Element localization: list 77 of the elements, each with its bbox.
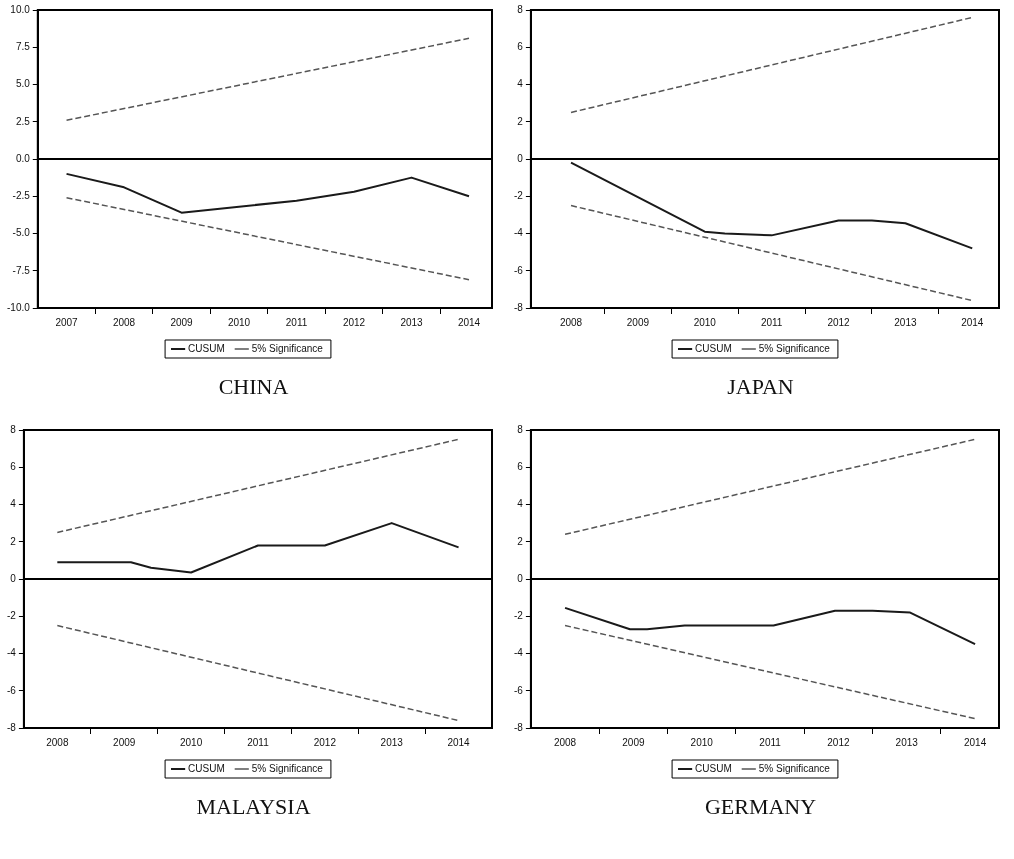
y-tick-label: 8 xyxy=(517,3,524,15)
y-tick-label: 0 xyxy=(517,152,524,164)
y-tick-label: 6 xyxy=(10,461,17,472)
x-tick-label: 2014 xyxy=(963,736,987,748)
legend-label: CUSUM xyxy=(188,762,225,774)
y-tick-label: 8 xyxy=(10,423,17,435)
x-tick-label: 2013 xyxy=(894,316,917,328)
y-tick-label: 4 xyxy=(517,78,524,90)
y-tick-label: -10.0 xyxy=(7,301,31,313)
x-tick-label: 2013 xyxy=(400,316,424,328)
y-tick-label: 4 xyxy=(517,498,524,510)
x-tick-label: 2009 xyxy=(622,736,645,748)
y-tick-label: -4 xyxy=(513,227,524,239)
legend-label: 5% Significance xyxy=(251,762,324,774)
x-tick-label: 2011 xyxy=(285,316,308,328)
y-tick-label: 2 xyxy=(10,535,17,547)
x-tick-label: 2008 xyxy=(46,736,69,748)
y-tick-label: 4 xyxy=(10,498,17,510)
x-tick-label: 2012 xyxy=(827,736,850,748)
y-tick-label: -7.5 xyxy=(12,264,31,276)
y-tick-label: -6 xyxy=(513,264,524,276)
y-tick-label: 5.0 xyxy=(15,78,31,90)
x-tick-label: 2010 xyxy=(179,736,203,748)
x-tick-label: 2009 xyxy=(626,316,650,328)
x-tick-label: 2010 xyxy=(690,736,714,748)
y-tick-label: 6 xyxy=(517,41,524,52)
x-tick-label: 2008 xyxy=(553,736,577,748)
y-tick-label: 0 xyxy=(517,572,524,584)
y-tick-label: 0 xyxy=(10,572,17,584)
x-tick-label: 2010 xyxy=(693,316,717,328)
y-tick-label: 6 xyxy=(517,461,524,472)
legend-label: CUSUM xyxy=(695,342,732,354)
x-tick-label: 2012 xyxy=(313,736,337,748)
y-tick-label: -5.0 xyxy=(12,227,31,239)
y-tick-label: -2 xyxy=(6,610,17,621)
x-tick-label: 2013 xyxy=(380,736,404,748)
legend-label: 5% Significance xyxy=(758,762,831,774)
x-tick-label: 2013 xyxy=(895,736,919,748)
legend-label: 5% Significance xyxy=(758,342,831,354)
x-tick-label: 2011 xyxy=(759,736,782,748)
x-tick-label: 2012 xyxy=(827,316,851,328)
y-tick-label: -6 xyxy=(513,684,524,696)
y-tick-label: 7.5 xyxy=(15,41,31,52)
x-tick-label: 2011 xyxy=(760,316,783,328)
y-tick-label: 2.5 xyxy=(15,115,31,127)
y-tick-label: 8 xyxy=(517,423,524,435)
legend-label: CUSUM xyxy=(695,762,732,774)
y-tick-label: -8 xyxy=(513,721,524,733)
x-tick-label: 2010 xyxy=(227,316,251,328)
x-tick-label: 2009 xyxy=(170,316,194,328)
x-tick-label: 2009 xyxy=(113,736,136,748)
x-tick-label: 2014 xyxy=(447,736,471,748)
y-tick-label: -6 xyxy=(6,684,17,696)
legend-label: 5% Significance xyxy=(251,342,324,354)
y-tick-label: -4 xyxy=(513,647,524,659)
legend-label: CUSUM xyxy=(188,342,225,354)
x-tick-label: 2007 xyxy=(55,316,79,328)
x-tick-label: 2014 xyxy=(961,316,984,328)
x-tick-label: 2014 xyxy=(457,316,481,328)
x-tick-label: 2011 xyxy=(247,736,270,748)
y-tick-label: -2 xyxy=(513,610,524,621)
x-tick-label: 2008 xyxy=(559,316,583,328)
y-tick-label: 2 xyxy=(517,535,524,547)
y-tick-label: -4 xyxy=(6,647,17,659)
text: GERMANY xyxy=(703,794,818,820)
x-tick-label: 2008 xyxy=(112,316,136,328)
text: MALAYSIA xyxy=(195,794,312,820)
text: CHINA xyxy=(217,374,290,400)
y-tick-label: 2 xyxy=(517,115,524,127)
x-tick-label: 2012 xyxy=(342,316,366,328)
y-tick-label: 10.0 xyxy=(10,3,31,15)
y-tick-label: 0.0 xyxy=(15,152,31,164)
text: JAPAN xyxy=(726,374,795,400)
y-tick-label: -8 xyxy=(513,301,524,313)
y-tick-label: -2.5 xyxy=(12,190,31,201)
y-tick-label: -8 xyxy=(6,721,17,733)
y-tick-label: -2 xyxy=(513,190,524,201)
